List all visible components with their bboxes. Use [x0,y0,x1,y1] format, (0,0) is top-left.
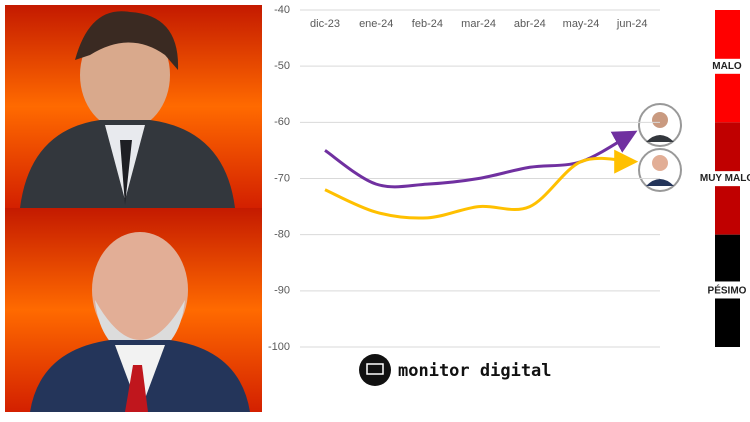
photo-top [5,5,262,208]
y-tick-label: -50 [274,60,290,72]
scale-label: PÉSIMO [708,283,747,296]
x-tick-label: feb-24 [412,18,443,30]
x-tick-label: ene-24 [359,18,393,30]
scale-label-box [709,58,745,74]
x-tick-label: mar-24 [461,18,496,30]
x-tick-label: may-24 [563,18,600,30]
x-tick-label: jun-24 [616,18,648,30]
scale-label: MUY MALO [700,173,750,184]
avatar-top [638,103,682,147]
y-tick-label: -60 [274,116,290,128]
x-tick-label: dic-23 [310,18,340,30]
y-tick-label: -70 [274,172,290,184]
photo-bottom [5,208,262,412]
scale-label-box [696,171,750,187]
y-tick-label: -80 [274,229,290,241]
series-line [324,149,639,220]
scale-label-box [704,281,750,299]
y-tick-label: -40 [274,4,290,16]
y-tick-label: -100 [268,341,290,353]
avatar-bottom [638,148,682,192]
x-tick-label: abr-24 [514,18,546,30]
scale-label: MALO [712,61,742,72]
y-tick-label: -90 [274,285,290,297]
logo: monitor digital [359,354,552,386]
logo-text: monitor digital [398,361,552,381]
